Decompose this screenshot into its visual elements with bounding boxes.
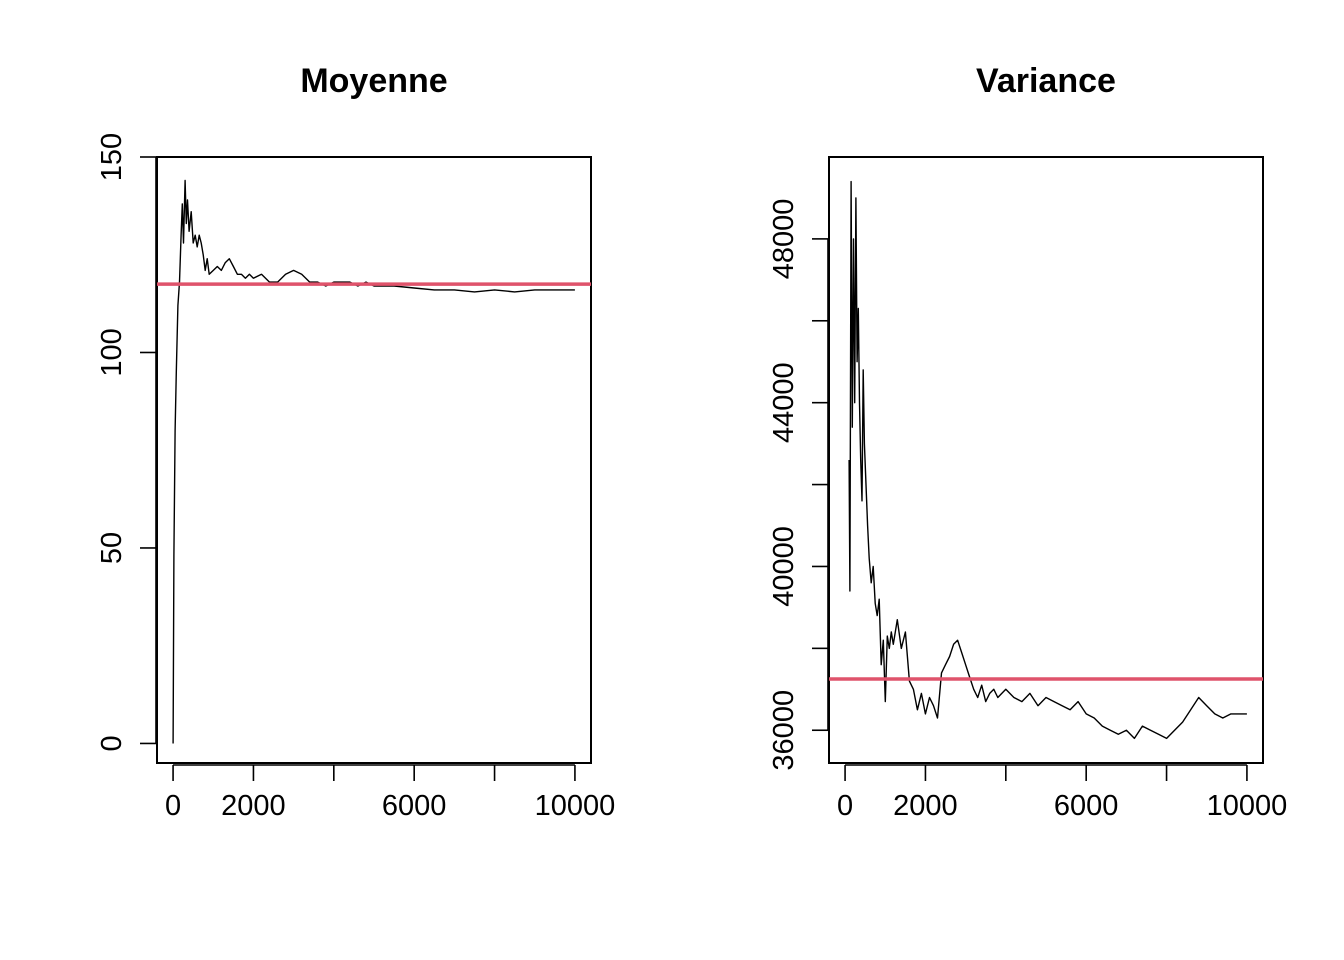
y-tick-label: 0 (96, 735, 128, 751)
x-tick-label: 10000 (535, 790, 616, 822)
x-tick-label: 0 (837, 790, 853, 822)
x-tick-label: 6000 (382, 790, 447, 822)
chart-title: Variance (976, 62, 1116, 100)
chart-panel-variance: Variance 0 2000 6000 10000 36000 40000 44000 480… (768, 62, 1287, 822)
y-tick-label: 48000 (768, 199, 800, 280)
chart-title: Moyenne (300, 62, 447, 100)
y-tick-label: 100 (96, 328, 128, 376)
y-tick-label: 150 (96, 133, 128, 181)
plot-frame (828, 156, 1264, 764)
series-line (172, 179, 575, 744)
y-tick-label: 50 (96, 532, 128, 564)
y-tick-label: 44000 (768, 362, 800, 443)
x-tick-label: 0 (165, 790, 181, 822)
x-tick-label: 6000 (1054, 790, 1119, 822)
series-line (848, 180, 1247, 740)
plot-frame (156, 156, 592, 764)
x-tick-label: 2000 (893, 790, 958, 822)
chart-panel-moyenne: Moyenne 0 2000 6000 10000 0 50 100 150 (96, 62, 615, 822)
x-tick-label: 10000 (1207, 790, 1288, 822)
x-tick-label: 2000 (221, 790, 286, 822)
y-tick-label: 40000 (768, 526, 800, 607)
y-tick-label: 36000 (768, 690, 800, 771)
